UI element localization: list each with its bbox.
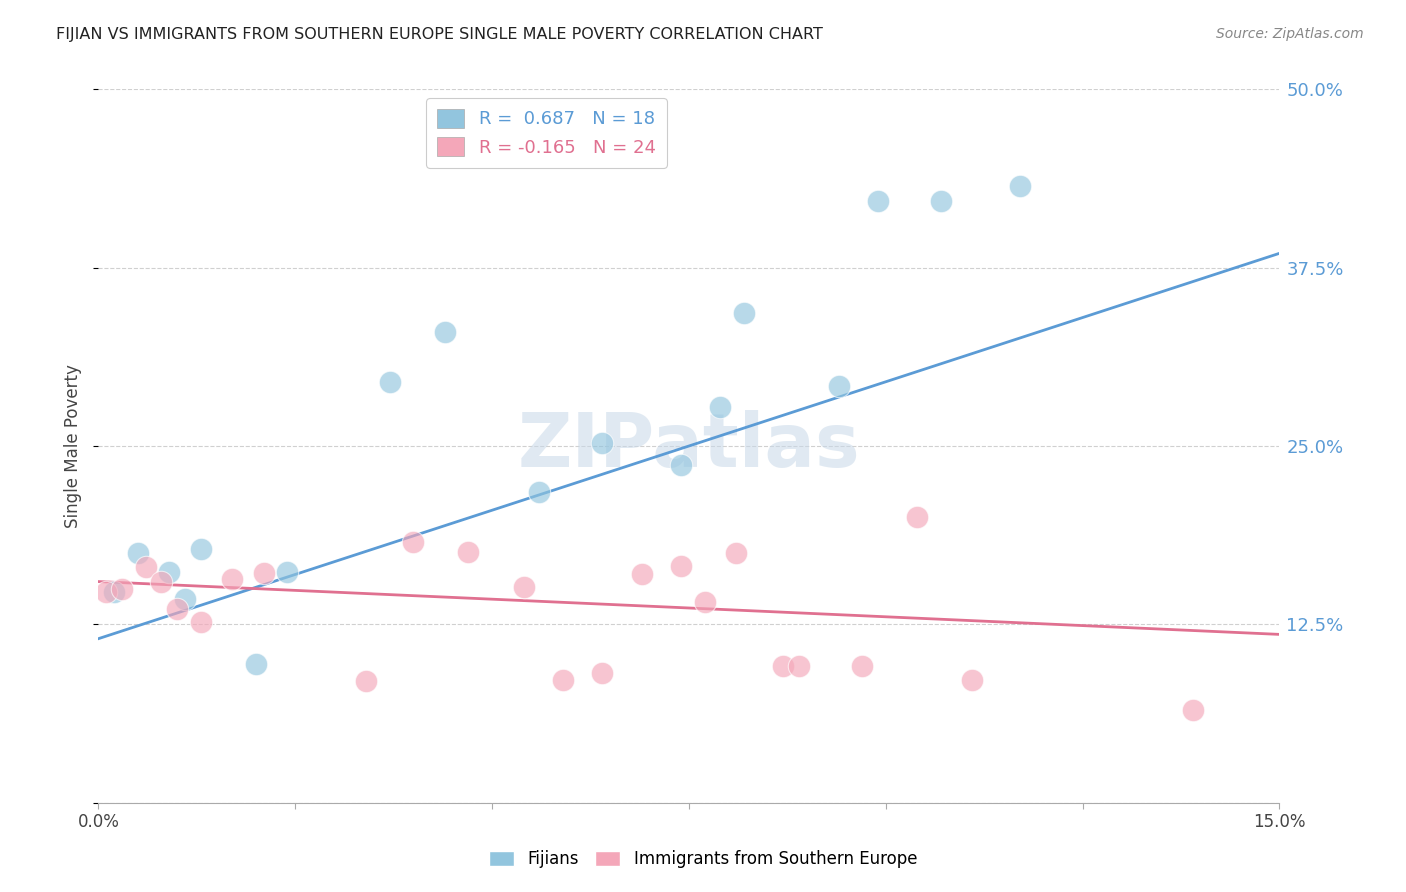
Legend: R =  0.687   N = 18, R = -0.165   N = 24: R = 0.687 N = 18, R = -0.165 N = 24 bbox=[426, 98, 666, 168]
Text: ZIPatlas: ZIPatlas bbox=[517, 409, 860, 483]
Point bbox=[166, 601, 188, 615]
Point bbox=[378, 375, 401, 389]
Point bbox=[929, 194, 952, 208]
Point bbox=[221, 572, 243, 586]
Point bbox=[725, 546, 748, 560]
Point bbox=[103, 584, 125, 599]
Point bbox=[591, 436, 613, 450]
Point bbox=[433, 325, 456, 339]
Point bbox=[457, 544, 479, 558]
Point bbox=[157, 565, 180, 579]
Point bbox=[245, 657, 267, 672]
Legend: Fijians, Immigrants from Southern Europe: Fijians, Immigrants from Southern Europe bbox=[482, 844, 924, 875]
Point bbox=[150, 574, 173, 589]
Point bbox=[127, 546, 149, 560]
Point bbox=[591, 665, 613, 680]
Point bbox=[827, 379, 849, 393]
Text: Source: ZipAtlas.com: Source: ZipAtlas.com bbox=[1216, 27, 1364, 41]
Point bbox=[276, 565, 298, 579]
Point bbox=[693, 594, 716, 608]
Point bbox=[1181, 703, 1204, 717]
Point bbox=[772, 658, 794, 673]
Text: FIJIAN VS IMMIGRANTS FROM SOUTHERN EUROPE SINGLE MALE POVERTY CORRELATION CHART: FIJIAN VS IMMIGRANTS FROM SOUTHERN EUROP… bbox=[56, 27, 823, 42]
Y-axis label: Single Male Poverty: Single Male Poverty bbox=[65, 364, 83, 528]
Point bbox=[630, 567, 652, 582]
Point bbox=[669, 458, 692, 472]
Point bbox=[529, 484, 551, 499]
Point bbox=[851, 658, 873, 673]
Point bbox=[905, 510, 928, 524]
Point bbox=[190, 541, 212, 556]
Point bbox=[96, 584, 118, 599]
Point bbox=[1008, 179, 1031, 194]
Point bbox=[174, 591, 197, 606]
Point bbox=[866, 194, 889, 208]
Point bbox=[787, 658, 810, 673]
Point bbox=[962, 673, 984, 687]
Point bbox=[402, 534, 425, 549]
Point bbox=[512, 580, 534, 594]
Point bbox=[253, 566, 276, 580]
Point bbox=[709, 401, 731, 415]
Point bbox=[669, 558, 692, 573]
Point bbox=[551, 673, 574, 687]
Point bbox=[190, 615, 212, 629]
Point bbox=[733, 306, 755, 320]
Point bbox=[135, 560, 157, 574]
Point bbox=[354, 674, 377, 689]
Point bbox=[111, 582, 134, 596]
